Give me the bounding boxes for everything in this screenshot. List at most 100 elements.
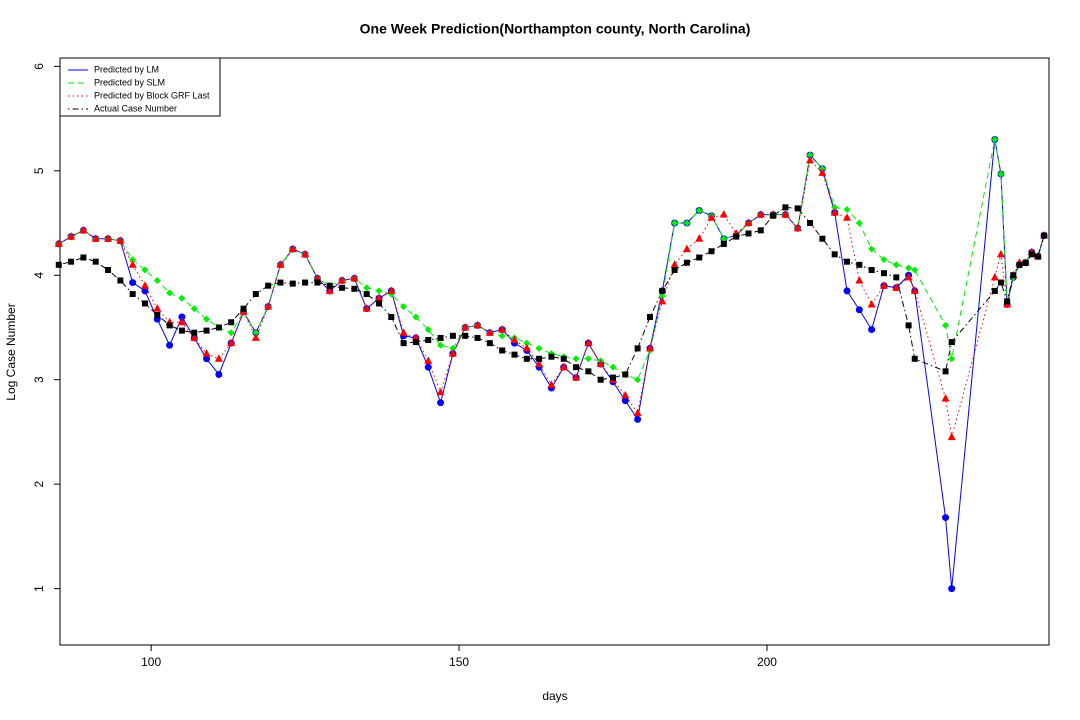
point (757, 227, 764, 234)
point (1022, 259, 1029, 266)
point (178, 327, 185, 334)
point (104, 234, 113, 242)
point (695, 206, 703, 214)
point (265, 282, 272, 289)
point (338, 275, 347, 284)
point (437, 334, 444, 341)
point (1028, 251, 1035, 258)
point (659, 287, 666, 294)
point (905, 264, 913, 272)
point (499, 347, 506, 354)
point (843, 287, 851, 295)
point (708, 248, 715, 255)
point (129, 256, 137, 264)
point (868, 326, 876, 334)
point (140, 281, 149, 289)
point (129, 291, 136, 298)
point (910, 286, 919, 294)
point (277, 279, 284, 286)
point (658, 292, 666, 300)
point (904, 272, 913, 281)
point (485, 328, 494, 336)
legend-label: Predicted by LM (94, 64, 159, 74)
series-line (58, 139, 1045, 589)
point (756, 210, 765, 218)
point (424, 363, 432, 371)
point (351, 285, 358, 292)
point (166, 289, 174, 297)
x-tick-label: 150 (449, 655, 469, 669)
point (498, 325, 507, 333)
point (645, 343, 654, 352)
point (252, 329, 260, 337)
point (375, 287, 383, 295)
point (424, 326, 432, 334)
point (301, 249, 310, 258)
point (880, 270, 887, 277)
point (634, 415, 642, 423)
point (116, 236, 125, 244)
point (375, 300, 382, 307)
point (548, 353, 555, 360)
point (720, 235, 728, 243)
point (68, 258, 75, 265)
point (707, 213, 716, 221)
point (473, 320, 482, 329)
legend-label: Predicted by SLM (94, 77, 165, 87)
point (996, 249, 1005, 258)
point (609, 363, 617, 371)
point (128, 260, 137, 268)
point (948, 339, 955, 346)
point (942, 368, 949, 375)
point (79, 225, 88, 234)
point (942, 321, 950, 329)
point (388, 314, 395, 321)
point (412, 313, 420, 321)
point (252, 291, 259, 298)
point (831, 203, 839, 211)
point (893, 274, 900, 281)
point (400, 303, 408, 311)
point (425, 337, 432, 344)
point (597, 376, 604, 383)
point (80, 254, 87, 261)
point (683, 259, 690, 266)
point (621, 390, 630, 399)
point (387, 286, 396, 294)
point (92, 258, 99, 265)
x-tick-label: 200 (757, 655, 777, 669)
point (879, 281, 888, 289)
point (991, 135, 999, 143)
point (462, 332, 469, 339)
point (474, 334, 481, 341)
point (117, 277, 124, 284)
point (991, 287, 998, 294)
point (276, 260, 285, 268)
point (449, 344, 457, 352)
point (362, 304, 371, 312)
point (584, 355, 592, 363)
point (1034, 253, 1041, 260)
point (227, 329, 235, 337)
point (670, 260, 679, 268)
point (646, 314, 653, 321)
point (215, 324, 222, 331)
point (511, 351, 518, 358)
chart-title: One Week Prediction(Northampton county, … (360, 21, 751, 37)
point (314, 279, 321, 286)
point (129, 279, 137, 287)
point (997, 279, 1004, 286)
point (399, 328, 408, 336)
point (523, 339, 531, 347)
point (745, 230, 752, 237)
point (486, 340, 493, 347)
point (720, 240, 727, 247)
point (806, 155, 815, 164)
point (55, 261, 62, 268)
point (634, 376, 642, 384)
point (818, 168, 827, 176)
point (437, 341, 445, 349)
point (744, 218, 753, 227)
series-line (58, 139, 1045, 381)
